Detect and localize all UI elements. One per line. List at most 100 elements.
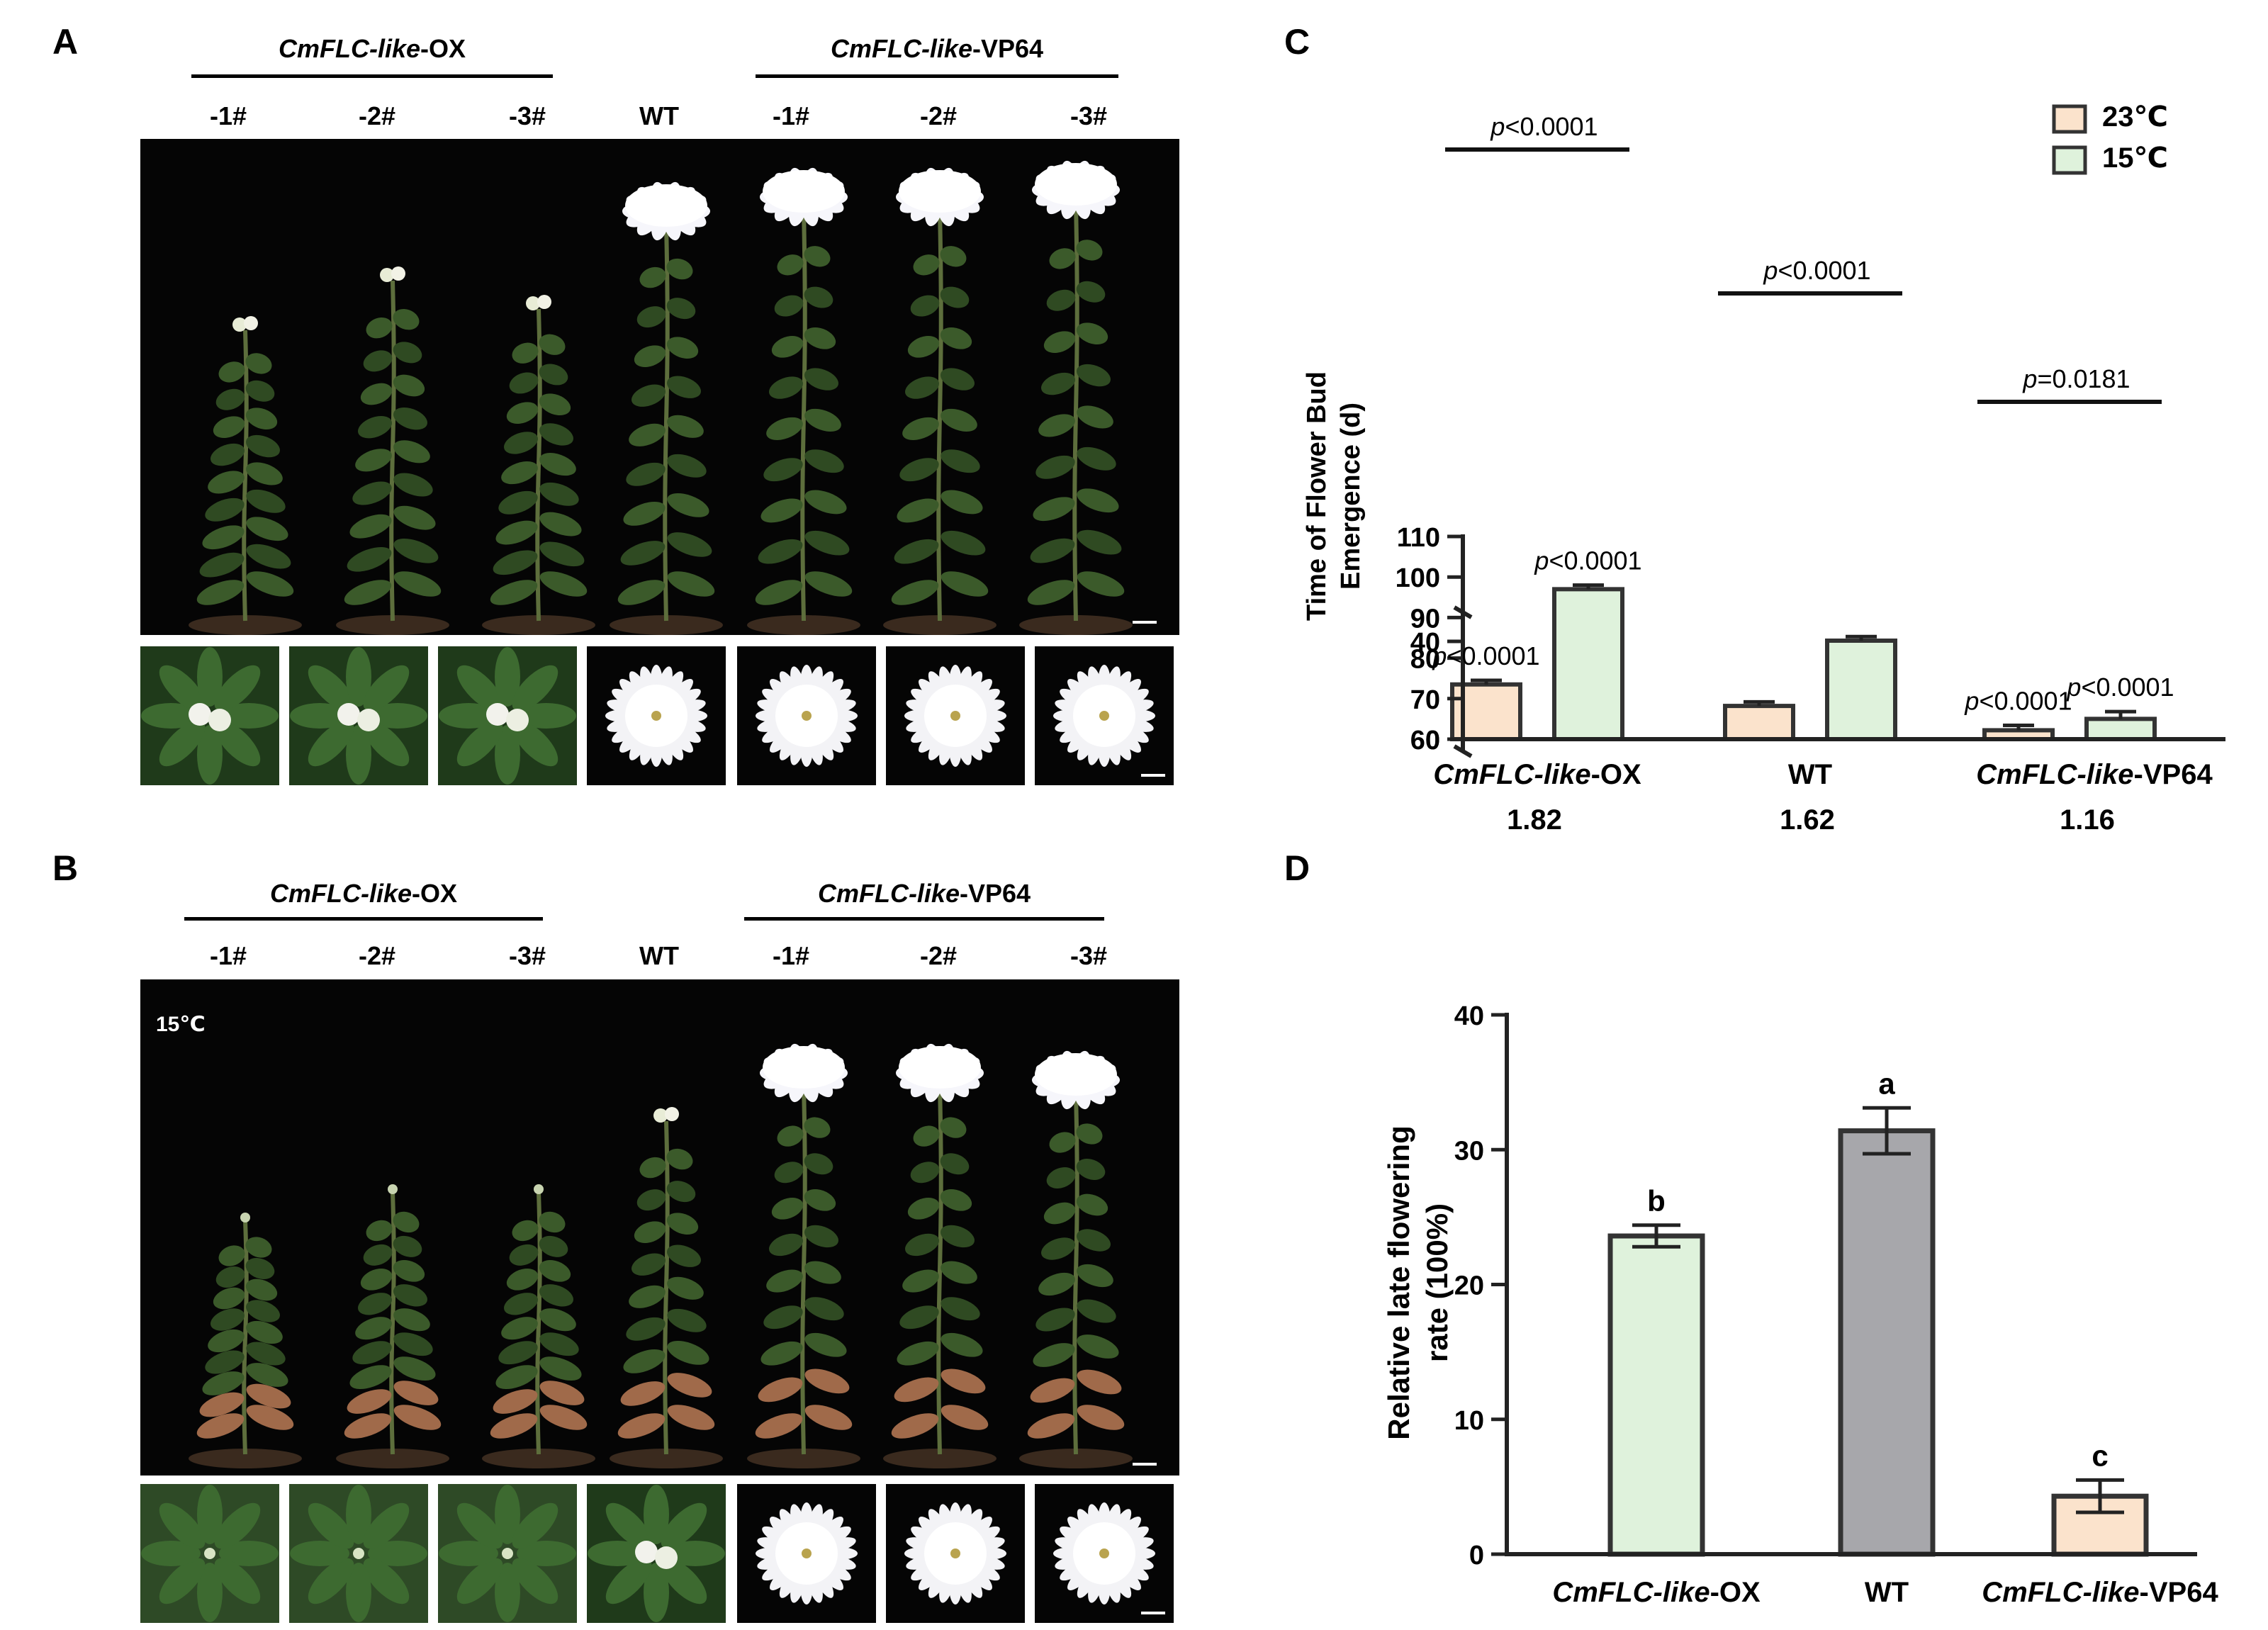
panel-a-plant-drawing [189, 160, 1133, 635]
panel-b-line-label: -2# [919, 941, 958, 970]
panel-b-thumbnail [140, 1484, 279, 1623]
panel-a-plant-photo [140, 139, 1179, 635]
panel-a-thumbnail [140, 646, 279, 785]
category-label: WT [1865, 1577, 1909, 1608]
p-value-label: p<0.0001 [1534, 546, 1641, 575]
y-tick-label: 90 [1410, 604, 1440, 634]
error-bar [2105, 709, 2136, 719]
panel-a-group2-suffix: -VP64 [972, 34, 1044, 63]
panel-b-group1-line [184, 917, 543, 921]
panel-d-letter: D [1284, 848, 1310, 888]
chart-d-svg: b a c 0 10 20 30 40 Relative late flowering rate … [1382, 1001, 2218, 1608]
p-value-label: p<0.0001 [1490, 112, 1598, 141]
y-tick-label: 60 [1410, 726, 1440, 755]
panel-a-scale-bar [1133, 621, 1157, 624]
category-label: CmFLC-like-VP64 [1976, 759, 2213, 790]
ratio-label: 1.62 [1780, 804, 1835, 836]
panel-a-letter: A [52, 22, 79, 62]
y-axis-label: Time of Flower Bud Emergence (d) [1302, 371, 1366, 621]
error-bar [1846, 634, 1877, 641]
panel-a-line-label: -3# [508, 101, 546, 130]
panel-a-line-label: WT [639, 101, 679, 130]
panel-b-line-label: -1# [209, 941, 247, 970]
panel-a-group2-line [756, 74, 1118, 78]
y-tick-label: 40 [1454, 1001, 1484, 1031]
y-tick-label: 20 [1454, 1271, 1484, 1301]
panel-b-group2-suffix: -VP64 [959, 879, 1031, 908]
panel-b-group1-suffix: -OX [412, 879, 458, 908]
panel-a-group1-suffix: -OX [420, 34, 466, 63]
panel-a-group1-italic: CmFLC-like [278, 34, 420, 63]
panel-a-thumbnail [737, 646, 876, 785]
error-bar [1744, 699, 1775, 707]
error-bar [1632, 1223, 1680, 1249]
panel-b-line-label: -2# [358, 941, 396, 970]
category-label: CmFLC-like-OX [1552, 1577, 1761, 1608]
panel-b-group1-italic: CmFLC-like [269, 879, 412, 908]
panel-b-thumbnail [438, 1484, 577, 1623]
panel-b-thumbnail [1035, 1484, 1174, 1623]
panel-b-thumb-scale-bar [1141, 1612, 1165, 1614]
panel-a-thumbnail [1035, 646, 1174, 785]
p-value-label: p<0.0001 [1763, 256, 1870, 285]
plant [1019, 160, 1133, 635]
panel-b-group2-line [744, 917, 1104, 921]
panel-a-line-label: -1# [772, 101, 810, 130]
panel-a-line-label: -3# [1070, 101, 1108, 130]
y-tick-label: 0 [1425, 726, 1440, 755]
panel-b-plant-photo: 15℃ [140, 979, 1179, 1476]
plant [189, 1213, 302, 1468]
y-axis-label: Relative late flowering rate (100%) [1382, 1125, 1454, 1439]
y-tick-label: 10 [1454, 1406, 1484, 1436]
panel-b-letter: B [52, 848, 79, 888]
bar [1552, 587, 1624, 741]
p-value-label: p<0.0001 [1432, 641, 1539, 670]
panel-a-group1-label: CmFLC-like-OX [191, 34, 553, 64]
panel-c-letter: C [1284, 22, 1310, 62]
category-label: WT [1788, 759, 1832, 790]
panel-a-group1-line [191, 74, 553, 78]
p-value-label: p=0.0181 [2022, 364, 2130, 393]
y-tick-label: 0 [1469, 1541, 1484, 1570]
category-label: CmFLC-like-VP64 [1982, 1577, 2218, 1608]
bar [1723, 704, 1795, 742]
panel-b-scale-bar [1133, 1463, 1157, 1466]
panel-a-thumbnail [289, 646, 428, 785]
plant [189, 316, 302, 635]
panel-a-line-label: -2# [358, 101, 396, 130]
panel-b-plant-drawing [189, 1043, 1133, 1468]
panel-b-group2-italic: CmFLC-like [817, 879, 960, 908]
plant [883, 1043, 997, 1468]
chart-c-svg: 0 40 60 70 80 90 100 110 Time of Flower Bud Emerg… [1302, 101, 2225, 836]
error-bar [1863, 1106, 1911, 1156]
p-value-label: p<0.0001 [2066, 673, 2174, 702]
bar [1607, 1233, 1705, 1557]
ratio-label: 1.16 [2060, 804, 2115, 836]
plant [1019, 1050, 1133, 1468]
plant [482, 1184, 595, 1468]
legend-swatch [2052, 145, 2087, 175]
category-label: CmFLC-like-OX [1433, 759, 1641, 790]
plant [610, 181, 723, 635]
plant [747, 167, 860, 635]
error-bar [1573, 583, 1604, 590]
error-bar [2003, 724, 2034, 731]
plant [336, 266, 449, 635]
significance-letter: a [1878, 1067, 1895, 1100]
error-bar [1471, 678, 1502, 685]
legend-label: 23℃ [2102, 101, 2168, 133]
ratio-label: 1.82 [1507, 804, 1562, 836]
error-bar [2076, 1478, 2124, 1514]
panel-b-line-label: WT [639, 941, 679, 970]
panel-a-thumb-scale-bar [1141, 774, 1165, 777]
plant [747, 1043, 860, 1468]
y-tick-label: 40 [1410, 628, 1440, 658]
panel-a-group2-italic: CmFLC-like [830, 34, 972, 63]
panel-a-group2-label: CmFLC-like-VP64 [756, 34, 1118, 64]
legend-swatch [2052, 104, 2087, 134]
y-tick-label: 80 [1410, 645, 1440, 675]
bar [2084, 716, 2157, 742]
panel-b-line-label: -3# [508, 941, 546, 970]
plant [883, 167, 997, 635]
y-tick-label: 100 [1396, 563, 1440, 593]
